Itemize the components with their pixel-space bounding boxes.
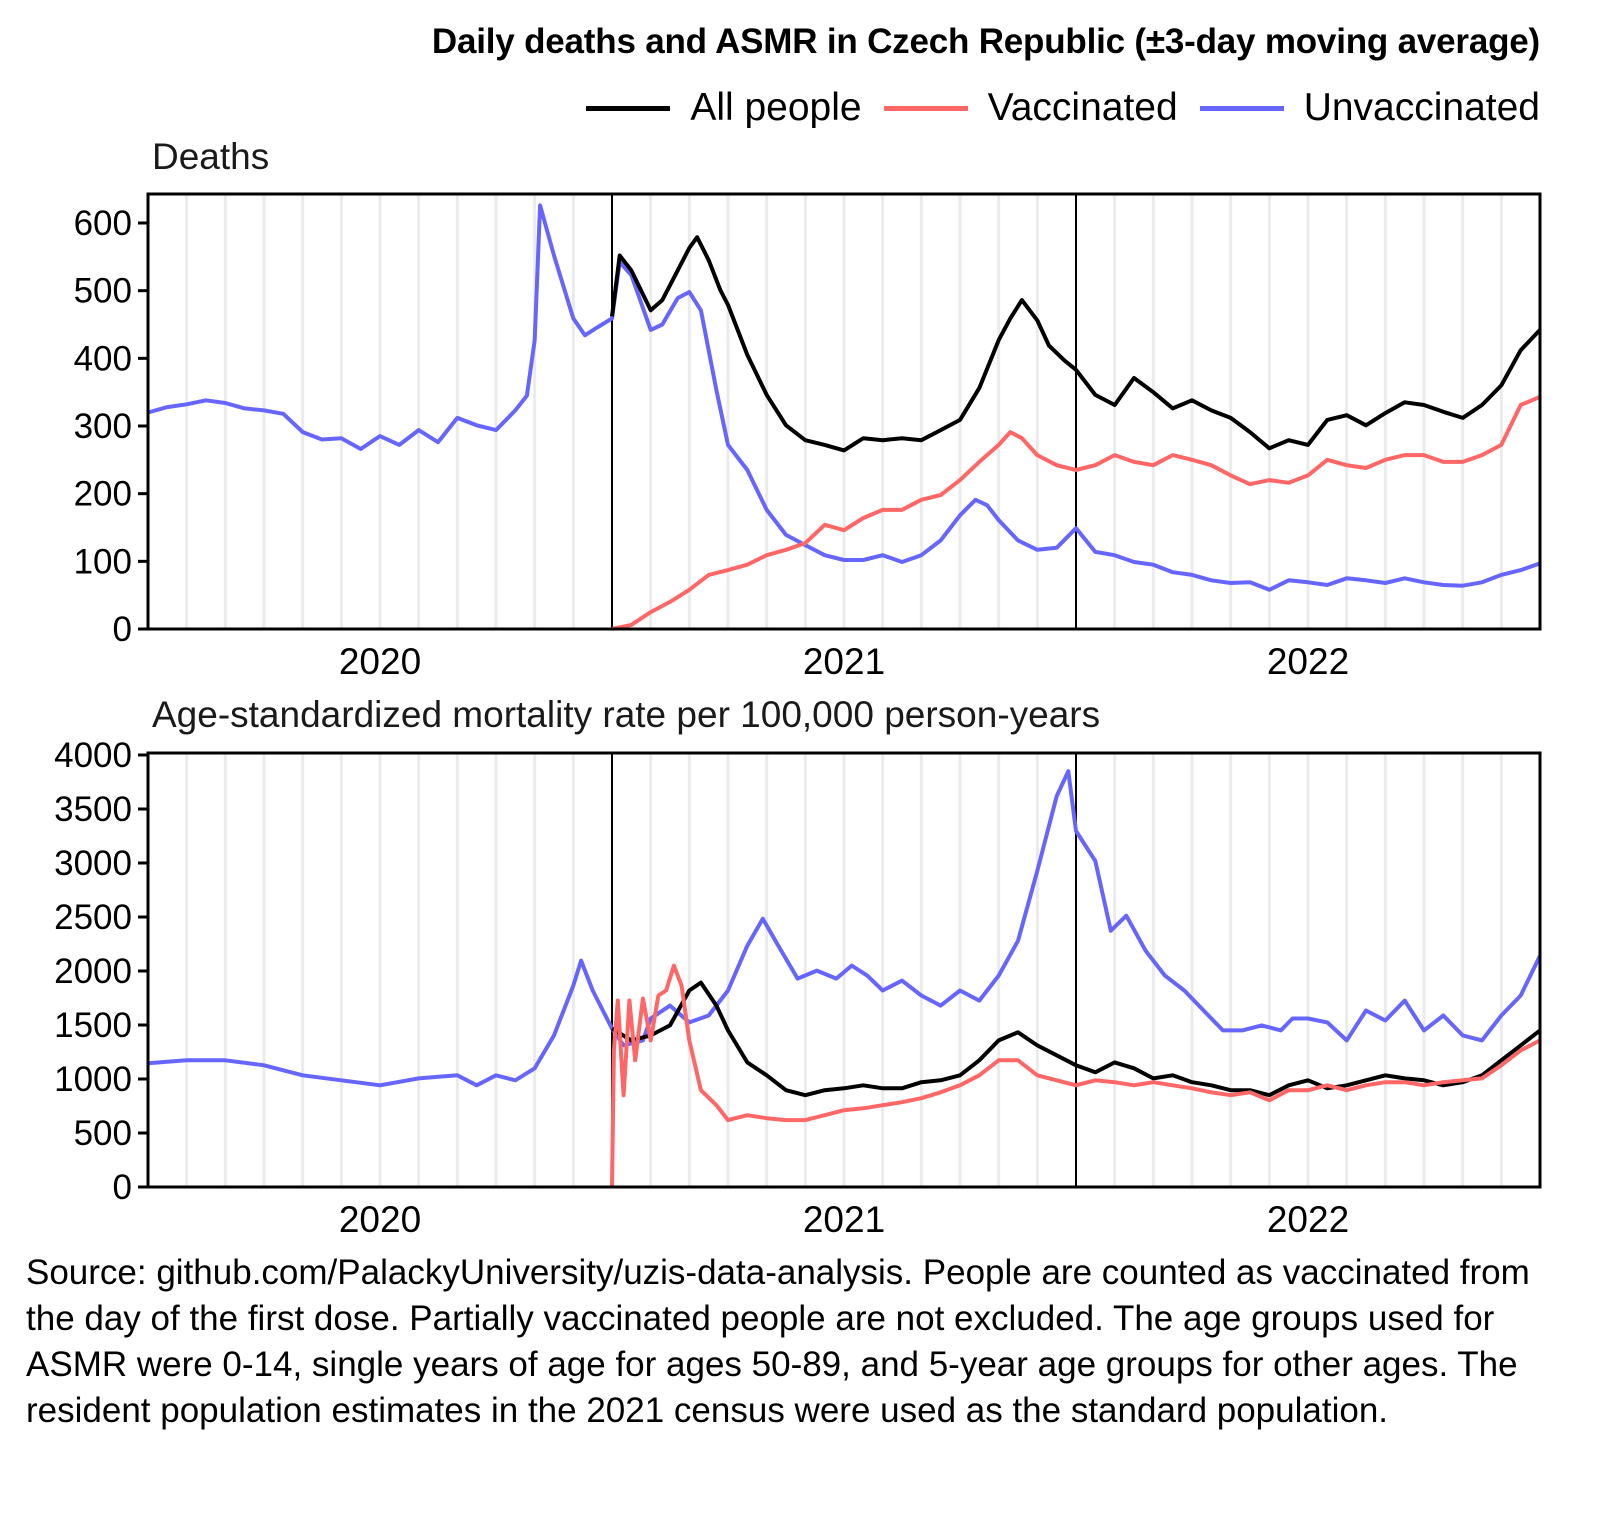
y-tick-label-deaths: 500 [74,272,132,311]
asmr-panel-title: Age-standardized mortality rate per 100,… [152,694,1101,735]
y-tick-label-asmr: 2500 [54,898,132,937]
y-tick-label-asmr: 3000 [54,844,132,883]
y-tick-label-deaths: 600 [74,204,132,243]
y-tick-label-asmr: 2000 [54,952,132,991]
y-tick-label-deaths: 300 [74,407,132,446]
y-tick-label-asmr: 500 [74,1114,132,1153]
legend-swatch-vaccinated [883,105,968,111]
y-tick-label-deaths: 400 [74,339,132,378]
series-line-asmr-vaccinated [610,963,1541,1188]
y-tick-label-deaths: 200 [74,475,132,514]
y-tick-label-asmr: 4000 [54,736,132,775]
series-line-asmr-all-people [610,980,1542,1098]
plot-frame-deaths [146,192,1542,631]
series-line-deaths-all-people [610,235,1542,453]
source-note: Source: github.com/PalackyUniversity/uzi… [26,1253,1530,1430]
legend-item-unvaccinated: Unvaccinated [1199,86,1540,130]
series-line-deaths-vaccinated [611,395,1541,631]
legend-label: Vaccinated [987,86,1178,129]
x-tick-label-deaths: 2020 [339,641,421,682]
legend-swatch-unvaccinated [1199,105,1284,111]
y-tick-label-deaths: 100 [74,542,132,581]
legend-label: Unvaccinated [1303,86,1540,129]
y-tick-label-asmr: 1500 [54,1006,132,1045]
legend: All people Vaccinated Unvaccinated [564,86,1540,130]
deaths-panel-title: Deaths [152,136,270,177]
legend-item-vaccinated: Vaccinated [883,86,1178,130]
y-tick-label-deaths: 0 [113,610,132,649]
x-tick-label-deaths: 2022 [1267,641,1349,682]
y-tick-label-asmr: 3500 [54,790,132,829]
legend-swatch-all-people [586,105,671,111]
legend-label: All people [690,86,862,129]
x-tick-label-asmr: 2020 [339,1199,421,1240]
x-tick-label-deaths: 2021 [803,641,885,682]
chart-title: Daily deaths and ASMR in Czech Republic … [431,22,1540,61]
legend-item-all-people: All people [586,86,862,130]
x-tick-label-asmr: 2022 [1267,1199,1349,1240]
series-line-deaths-unvaccinated [147,203,1541,592]
series-line-asmr-unvaccinated [147,769,1542,1088]
x-tick-label-asmr: 2021 [803,1199,885,1240]
y-tick-label-asmr: 0 [113,1168,132,1207]
y-tick-label-asmr: 1000 [54,1060,132,1099]
